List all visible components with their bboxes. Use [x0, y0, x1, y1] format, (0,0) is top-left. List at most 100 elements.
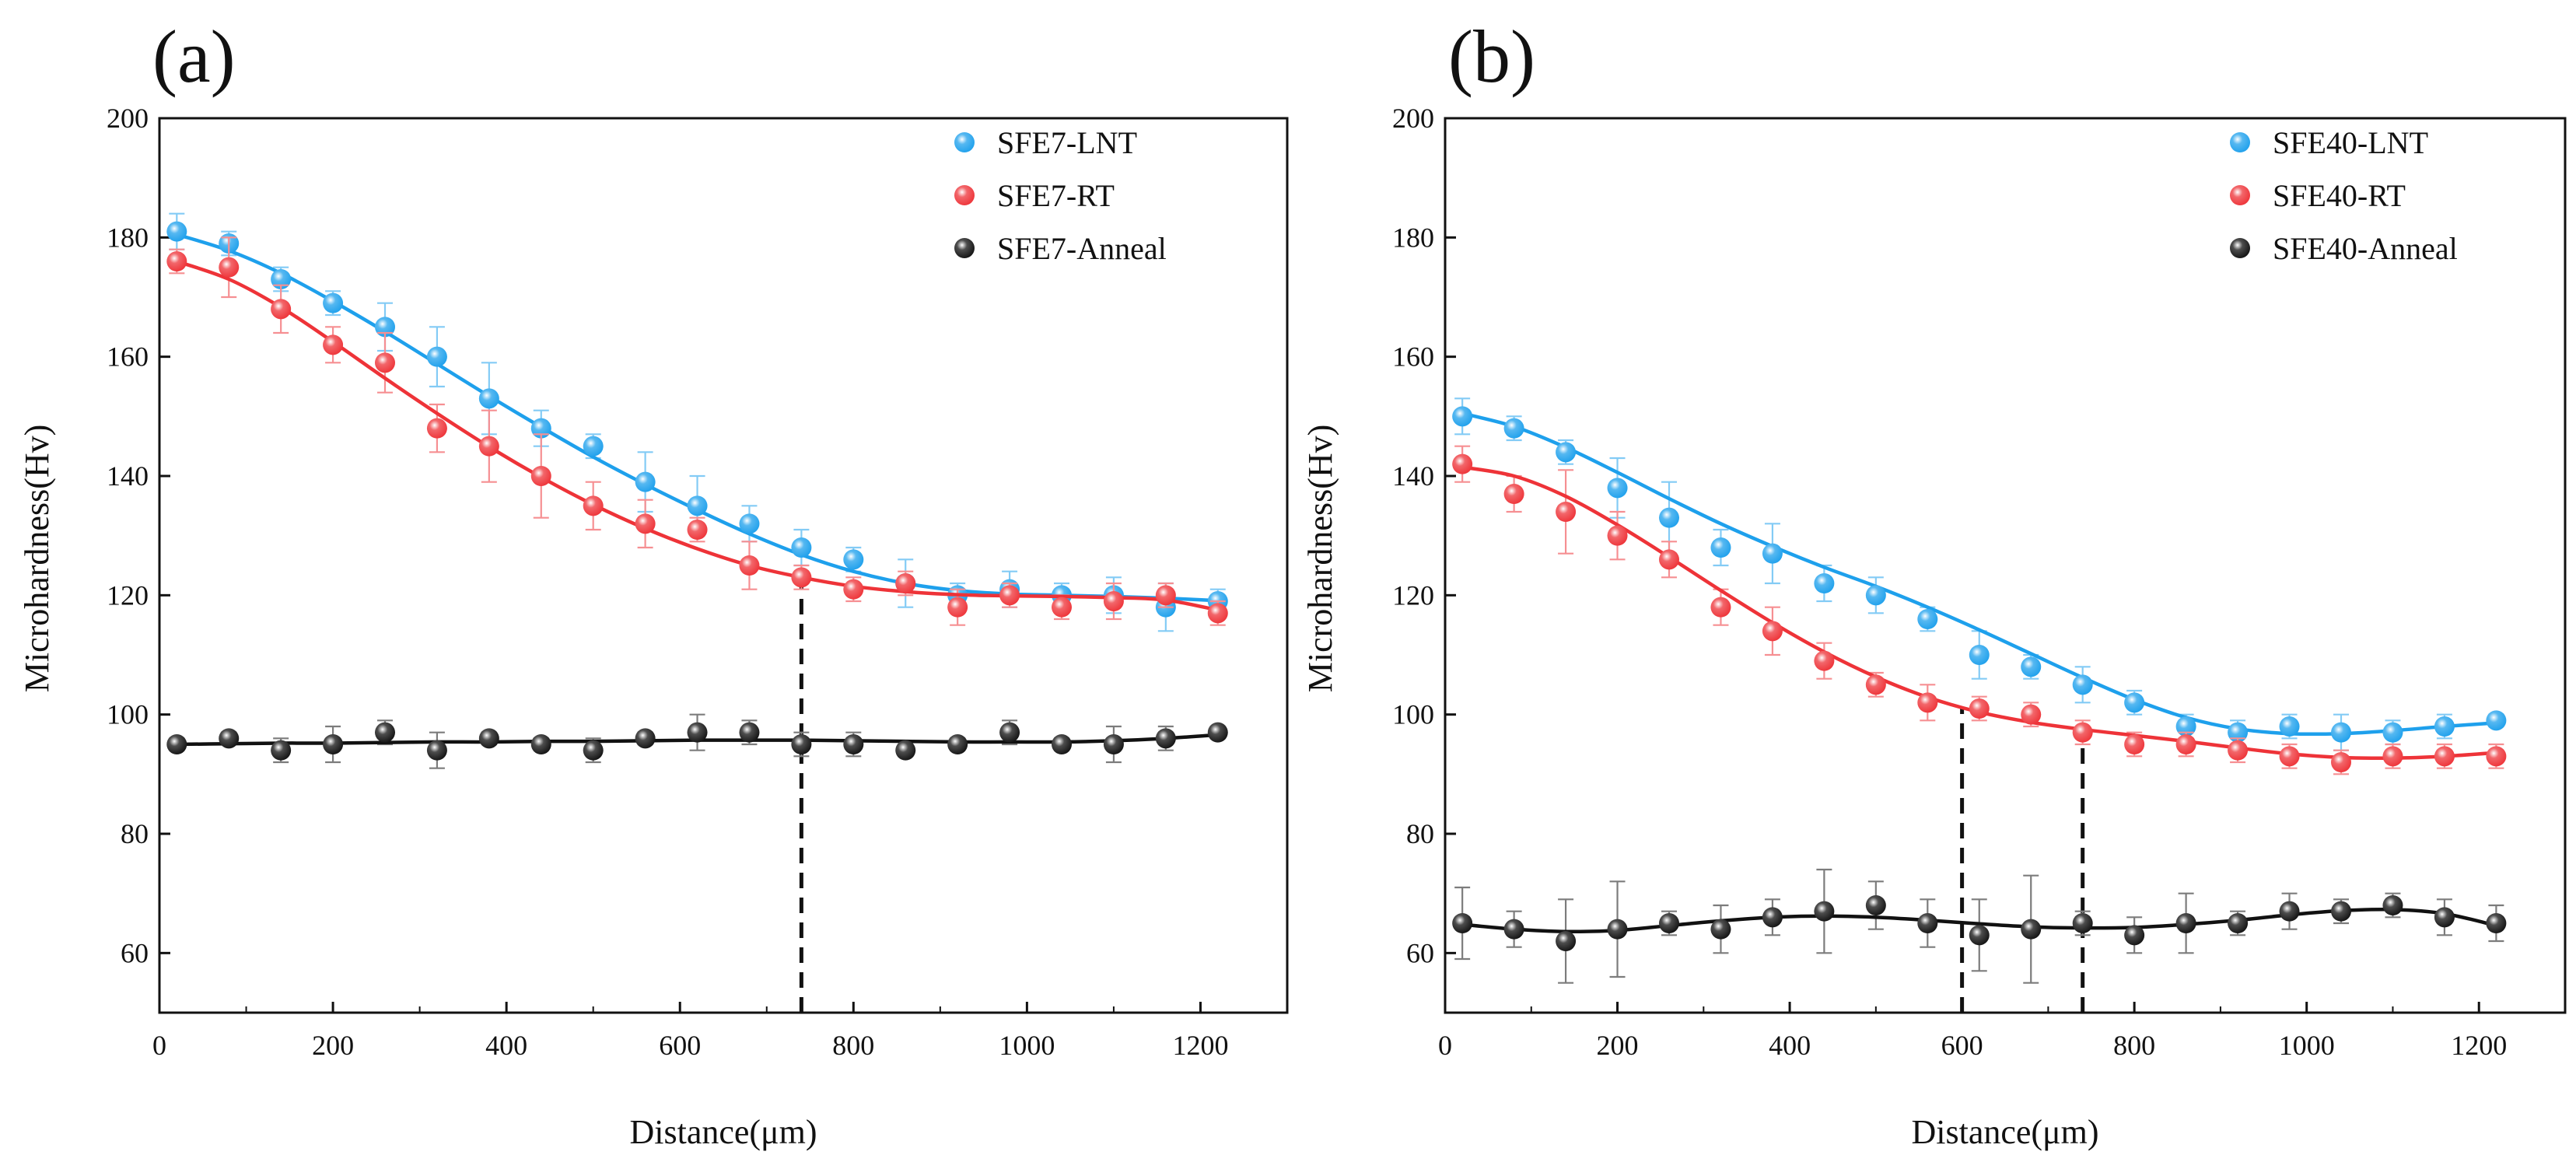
- panel-b-data-point: [1762, 621, 1783, 642]
- panel-a-label: (a): [152, 15, 236, 98]
- panel-b-data-point: [2434, 746, 2455, 767]
- panel-b-data-point: [1762, 907, 1783, 928]
- panel-a-x-tick-label: 1000: [999, 1030, 1055, 1061]
- panel-b-data-point: [2021, 656, 2042, 677]
- panel-a-data-point: [271, 269, 292, 289]
- panel-b-fit-line-sfe40-anneal: [1461, 907, 2497, 934]
- panel-a-data-point: [739, 722, 760, 743]
- panel-a-x-tick-label: 600: [659, 1030, 701, 1061]
- panel-b-data-point: [1452, 913, 1473, 933]
- panel-b-data-point: [1865, 674, 1886, 695]
- panel-a-plot-area: 0 200 400 600 800 1000 1200 60 80 100 120 140 160 180…: [107, 103, 1289, 1061]
- panel-b-legend-label: SFE40-Anneal: [2273, 231, 2458, 266]
- panel-b-data-point: [2175, 913, 2196, 933]
- panel-a-y-tick-label: 180: [107, 222, 149, 253]
- panel-a-data-point: [635, 728, 656, 749]
- panel-b-data-point: [1659, 549, 1679, 570]
- panel-b-data-point: [1865, 585, 1886, 606]
- panel-b-data-point: [1503, 418, 1524, 439]
- panel-a-data-point: [271, 299, 292, 320]
- panel-b-data-point: [2021, 704, 2042, 725]
- panel-b-data-point: [2279, 901, 2300, 922]
- panel-a: (a) Distance(μm) Microhardness(Hv) 0 200 4…: [18, 15, 1289, 1151]
- panel-a-legend-label: SFE7-LNT: [997, 125, 1137, 160]
- panel-b-fit-line-sfe40-lnt: [1461, 411, 2497, 737]
- panel-a-data-point: [999, 585, 1020, 606]
- panel-b-y-tick-label: 80: [1406, 818, 1434, 849]
- panel-a-data-point: [947, 597, 968, 618]
- panel-b-data-point: [2382, 746, 2403, 767]
- panel-b-legend-marker: [2230, 132, 2250, 152]
- panel-b-x-tick-label: 0: [1438, 1030, 1452, 1061]
- panel-a-data-point: [375, 722, 395, 743]
- panel-b-data-point: [1452, 453, 1473, 474]
- panel-a-data-point: [478, 388, 499, 409]
- panel-b-data-point: [1969, 645, 1990, 665]
- panel-a-data-point: [895, 573, 916, 593]
- panel-b-data-point: [2331, 752, 2351, 772]
- panel-a-data-point: [1155, 728, 1176, 749]
- panel-b-data-point: [1814, 573, 1835, 593]
- panel-a-data-point: [219, 257, 240, 278]
- panel-b-x-tick-label: 400: [1769, 1030, 1811, 1061]
- panel-a-data-point: [791, 734, 812, 754]
- panel-a-y-tick-label: 120: [107, 579, 149, 611]
- panel-b-data-point: [1762, 543, 1783, 564]
- panel-b-x-tick-label: 800: [2113, 1030, 2155, 1061]
- panel-b-y-tick-label: 140: [1392, 460, 1434, 492]
- panel-a-x-axis-title: Distance(μm): [629, 1113, 817, 1151]
- panel-a-data-point: [583, 495, 604, 516]
- panel-a-y-tick-label: 60: [121, 937, 149, 968]
- panel-b-label: (b): [1448, 15, 1535, 98]
- panel-a-x-tick-label: 0: [152, 1030, 166, 1061]
- panel-b-x-tick-label: 200: [1597, 1030, 1639, 1061]
- panel-b-data-point: [2279, 746, 2300, 767]
- panel-a-data-point: [791, 567, 812, 588]
- panel-b-data-point: [1917, 913, 1938, 933]
- panel-a-data-point: [687, 722, 708, 743]
- panel-b-data-point: [1814, 650, 1835, 671]
- panel-a-x-tick-label: 800: [832, 1030, 874, 1061]
- panel-b-y-tick-label: 200: [1392, 103, 1434, 134]
- panel-b-data-point: [1659, 913, 1679, 933]
- panel-b-y-tick-label: 160: [1392, 341, 1434, 373]
- panel-b-data-point: [2124, 925, 2145, 946]
- panel-b-y-tick-label: 180: [1392, 222, 1434, 253]
- panel-a-y-tick-label: 160: [107, 341, 149, 373]
- panel-a-data-point: [530, 466, 551, 486]
- panel-b-data-point: [2486, 746, 2507, 767]
- panel-a-data-point: [530, 418, 551, 439]
- panel-a-y-tick-label: 200: [107, 103, 149, 134]
- panel-a-y-tick-label: 100: [107, 699, 149, 730]
- panel-a-data-point: [843, 734, 864, 754]
- panel-a-y-axis-title: Microhardness(Hv): [18, 425, 56, 693]
- panel-b-data-point: [2434, 716, 2455, 737]
- panel-b-data-point: [1917, 609, 1938, 629]
- panel-b-data-point: [1556, 502, 1577, 522]
- panel-a-data-point: [323, 292, 344, 313]
- panel-b-data-point: [1556, 931, 1577, 951]
- panel-b-data-point: [2228, 740, 2249, 761]
- panel-a-data-point: [583, 436, 604, 457]
- panel-a-legend-marker: [954, 185, 975, 205]
- panel-b-data-point: [2228, 913, 2249, 933]
- panel-b-data-point: [1659, 507, 1679, 528]
- panel-a-axes-frame: [158, 117, 1289, 1014]
- panel-a-data-point: [375, 317, 395, 338]
- panel-b-data-point: [2072, 722, 2093, 743]
- panel-b-legend-marker: [2230, 238, 2250, 258]
- panel-b-data-point: [1607, 525, 1628, 546]
- panel-a-x-tick-label: 200: [312, 1030, 354, 1061]
- panel-b-data-point: [2382, 722, 2403, 743]
- panel-a-data-point: [791, 537, 812, 558]
- panel-b-data-point: [1969, 925, 1990, 946]
- panel-b-data-point: [2486, 913, 2507, 933]
- panel-a-fit-line-sfe7-rt: [176, 259, 1219, 612]
- panel-b-data-point: [1556, 442, 1577, 463]
- panel-a-data-point: [166, 734, 187, 754]
- panel-a-y-tick-label: 140: [107, 460, 149, 492]
- panel-b-x-tick-label: 1000: [2279, 1030, 2335, 1061]
- panel-b-legend-label: SFE40-LNT: [2273, 125, 2428, 160]
- panel-a-data-point: [166, 251, 187, 271]
- panel-a-y-tick-label: 80: [121, 818, 149, 849]
